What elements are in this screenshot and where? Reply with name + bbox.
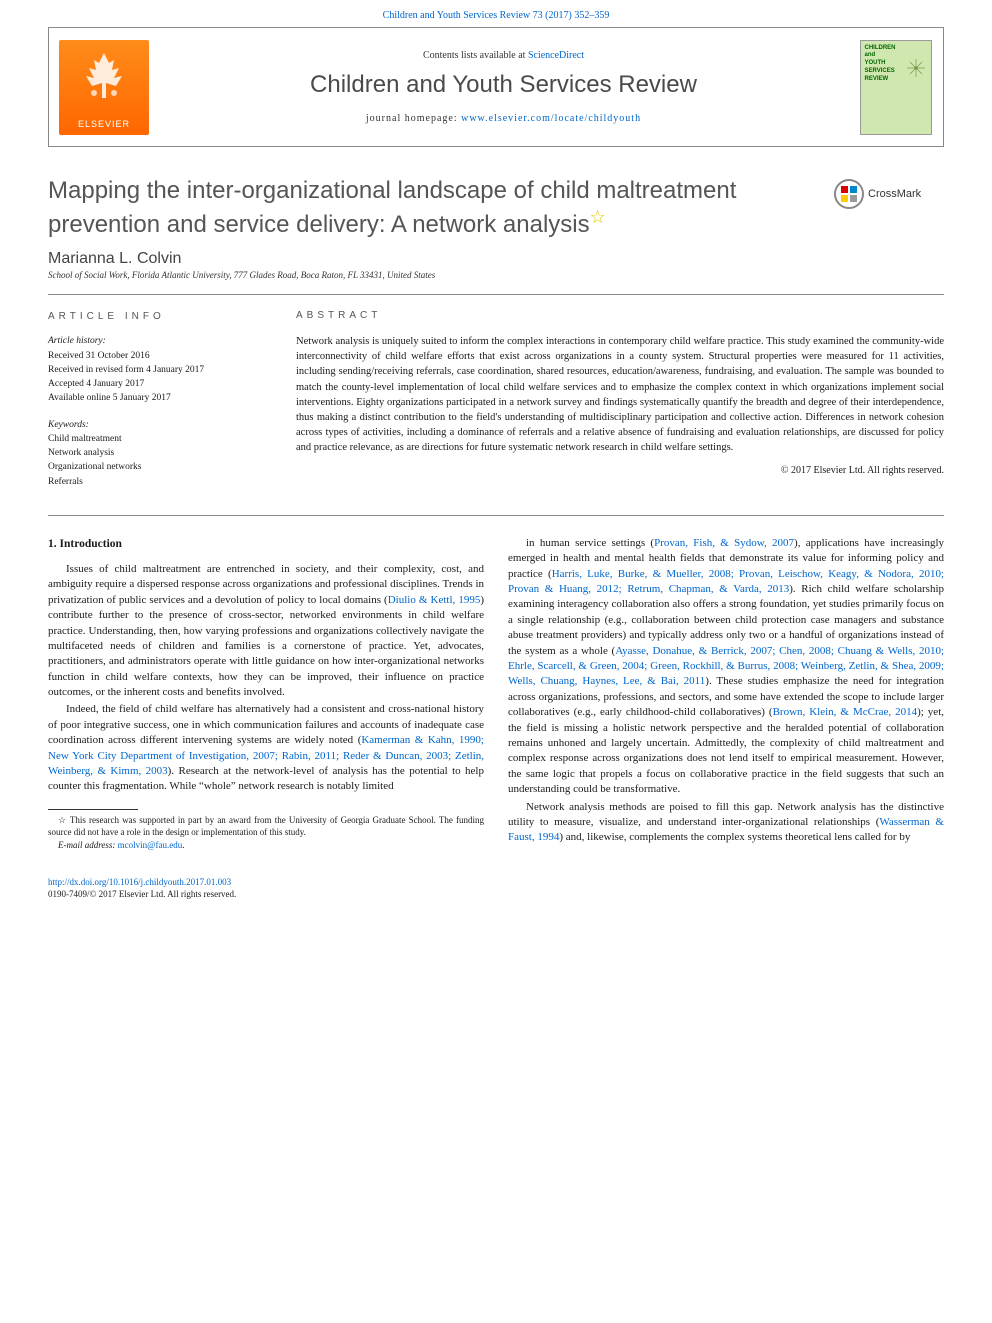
article-info: article info Article history: Received 3…: [48, 309, 268, 501]
citation-link[interactable]: Provan, Fish, & Sydow, 2007: [654, 537, 794, 549]
abstract-copyright: © 2017 Elsevier Ltd. All rights reserved…: [296, 464, 944, 479]
online-date: Available online 5 January 2017: [48, 391, 268, 405]
funding-footnote: ☆ This research was supported in part by…: [48, 814, 484, 839]
body-paragraph: Network analysis methods are poised to f…: [508, 800, 944, 846]
author-section: Marianna L. Colvin School of Social Work…: [48, 250, 944, 280]
revised-date: Received in revised form 4 January 2017: [48, 363, 268, 377]
citation-link[interactable]: Diulio & Kettl, 1995: [388, 594, 481, 606]
sciencedirect-link[interactable]: ScienceDirect: [528, 50, 584, 61]
citation-link[interactable]: Children and Youth Services Review 73 (2…: [383, 10, 610, 21]
keywords-block: Keywords: Child maltreatment Network ana…: [48, 418, 268, 489]
body-text: ) and, likewise, complements the complex…: [559, 831, 910, 843]
email-footnote: E-mail address: mcolvin@fau.edu.: [48, 839, 484, 852]
accepted-date: Accepted 4 January 2017: [48, 377, 268, 391]
homepage-link[interactable]: www.elsevier.com/locate/childyouth: [461, 113, 641, 124]
author-affiliation: School of Social Work, Florida Atlantic …: [48, 270, 944, 280]
cover-star-icon: [907, 59, 925, 77]
cover-box: CHILDREN and YOUTH SERVICES REVIEW: [848, 28, 943, 146]
article-history: Article history: Received 31 October 201…: [48, 334, 268, 405]
keyword: Network analysis: [48, 446, 268, 460]
abstract: abstract Network analysis is uniquely su…: [296, 309, 944, 501]
email-link[interactable]: mcolvin@fau.edu: [118, 840, 183, 850]
body-paragraph: Indeed, the field of child welfare has a…: [48, 702, 484, 794]
meta-abstract-row: article info Article history: Received 3…: [48, 309, 944, 501]
footnote-separator: [48, 809, 138, 810]
contents-line: Contents lists available at ScienceDirec…: [423, 50, 584, 61]
email-suffix: .: [182, 840, 184, 850]
homepage-prefix: journal homepage:: [366, 113, 461, 124]
article-body: 1. Introduction Issues of child maltreat…: [48, 536, 944, 852]
citation-link[interactable]: Brown, Klein, & McCrae, 2014: [773, 706, 918, 718]
body-text: ) contribute further to the presence of …: [48, 594, 484, 698]
journal-header: ELSEVIER Contents lists available at Sci…: [48, 27, 944, 147]
elsevier-label: ELSEVIER: [78, 119, 130, 129]
body-paragraph: in human service settings (Provan, Fish,…: [508, 536, 944, 798]
publisher-logo-box: ELSEVIER: [49, 28, 159, 146]
abstract-heading: abstract: [296, 309, 944, 324]
footnote-block: ☆ This research was supported in part by…: [48, 809, 484, 852]
crossmark-icon: [834, 179, 864, 209]
divider-bottom: [48, 515, 944, 516]
abstract-text: Network analysis is uniquely suited to i…: [296, 334, 944, 456]
author-name: Marianna L. Colvin: [48, 250, 944, 268]
body-text: ); yet, the field is missing a holistic …: [508, 706, 944, 795]
article-title-text: Mapping the inter-organizational landsca…: [48, 177, 736, 238]
keywords-label: Keywords:: [48, 418, 268, 432]
doi-link[interactable]: http://dx.doi.org/10.1016/j.childyouth.2…: [48, 877, 231, 887]
body-text: in human service settings (: [526, 537, 654, 549]
cover-line1: CHILDREN: [865, 45, 927, 53]
received-date: Received 31 October 2016: [48, 349, 268, 363]
body-paragraph: Issues of child maltreatment are entrenc…: [48, 562, 484, 701]
title-section: Mapping the inter-organizational landsca…: [48, 175, 944, 240]
citation-header: Children and Youth Services Review 73 (2…: [0, 0, 992, 27]
divider-top: [48, 294, 944, 295]
header-center: Contents lists available at ScienceDirec…: [159, 28, 848, 146]
journal-homepage: journal homepage: www.elsevier.com/locat…: [366, 113, 641, 124]
journal-cover: CHILDREN and YOUTH SERVICES REVIEW: [860, 40, 932, 135]
page-footer: http://dx.doi.org/10.1016/j.childyouth.2…: [48, 876, 944, 901]
history-label: Article history:: [48, 334, 268, 348]
elsevier-tree-icon: [74, 48, 134, 103]
intro-heading: 1. Introduction: [48, 536, 484, 552]
issn-copyright: 0190-7409/© 2017 Elsevier Ltd. All right…: [48, 888, 944, 901]
keyword: Referrals: [48, 475, 268, 489]
crossmark-badge[interactable]: CrossMark: [834, 179, 944, 209]
journal-name: Children and Youth Services Review: [310, 71, 697, 99]
funding-star-icon: ☆: [590, 207, 606, 227]
cover-line5: REVIEW: [865, 76, 927, 84]
article-title: Mapping the inter-organizational landsca…: [48, 175, 834, 240]
keyword: Child maltreatment: [48, 432, 268, 446]
contents-prefix: Contents lists available at: [423, 50, 528, 61]
email-label: E-mail address:: [58, 840, 118, 850]
elsevier-logo: ELSEVIER: [59, 40, 149, 135]
keyword: Organizational networks: [48, 460, 268, 474]
crossmark-label: CrossMark: [868, 188, 921, 200]
article-info-heading: article info: [48, 309, 268, 324]
